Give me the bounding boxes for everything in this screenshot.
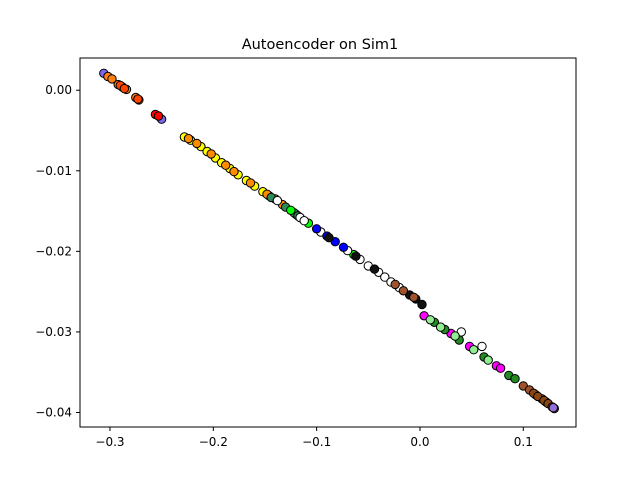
data-point [338, 242, 349, 253]
data-point [272, 195, 283, 206]
y-tick-label: −0.01 [35, 164, 72, 178]
data-point [311, 224, 322, 234]
data-point [369, 264, 380, 274]
data-point [398, 286, 409, 296]
data-point [409, 292, 419, 302]
plot-frame [79, 57, 577, 428]
data-point [153, 111, 164, 121]
data-point [390, 279, 400, 290]
axes-layer: −0.3 −0.2 −0.1 0.0 0.1 0.00 −0.01 −0.02 −0.03 −0.… [35, 57, 577, 449]
data-point [483, 355, 493, 365]
data-point [107, 74, 117, 84]
data-point [324, 233, 334, 243]
data-point [183, 133, 194, 144]
x-tick-label: −0.2 [199, 435, 228, 449]
data-point [469, 345, 479, 355]
data-point [229, 166, 239, 177]
data-point [119, 83, 130, 94]
data-point [380, 272, 390, 282]
data-point [192, 138, 202, 149]
data-point [548, 403, 558, 413]
data-point [417, 299, 427, 310]
y-tick-label: 0.00 [45, 83, 72, 97]
data-point [286, 205, 296, 216]
x-tick-label: −0.1 [302, 435, 331, 449]
data-point [477, 341, 487, 352]
data-point [206, 149, 216, 159]
data-point [351, 251, 361, 261]
data-point [510, 374, 520, 384]
data-point [450, 331, 460, 341]
data-point [435, 322, 446, 332]
x-tick-label: 0.1 [514, 435, 533, 449]
data-point [495, 363, 506, 373]
data-point [299, 216, 309, 226]
chart-title: Autoencoder on Sim1 [242, 37, 399, 53]
points-layer [99, 68, 559, 414]
x-tick-label: −0.3 [95, 435, 124, 449]
y-tick-label: −0.03 [35, 325, 72, 339]
data-point [425, 315, 435, 325]
data-point [245, 178, 256, 188]
data-point [221, 160, 231, 170]
y-tick-label: −0.04 [35, 405, 72, 419]
x-tick-label: 0.0 [410, 435, 429, 449]
y-tick-label: −0.02 [35, 244, 72, 258]
data-point [133, 94, 143, 104]
